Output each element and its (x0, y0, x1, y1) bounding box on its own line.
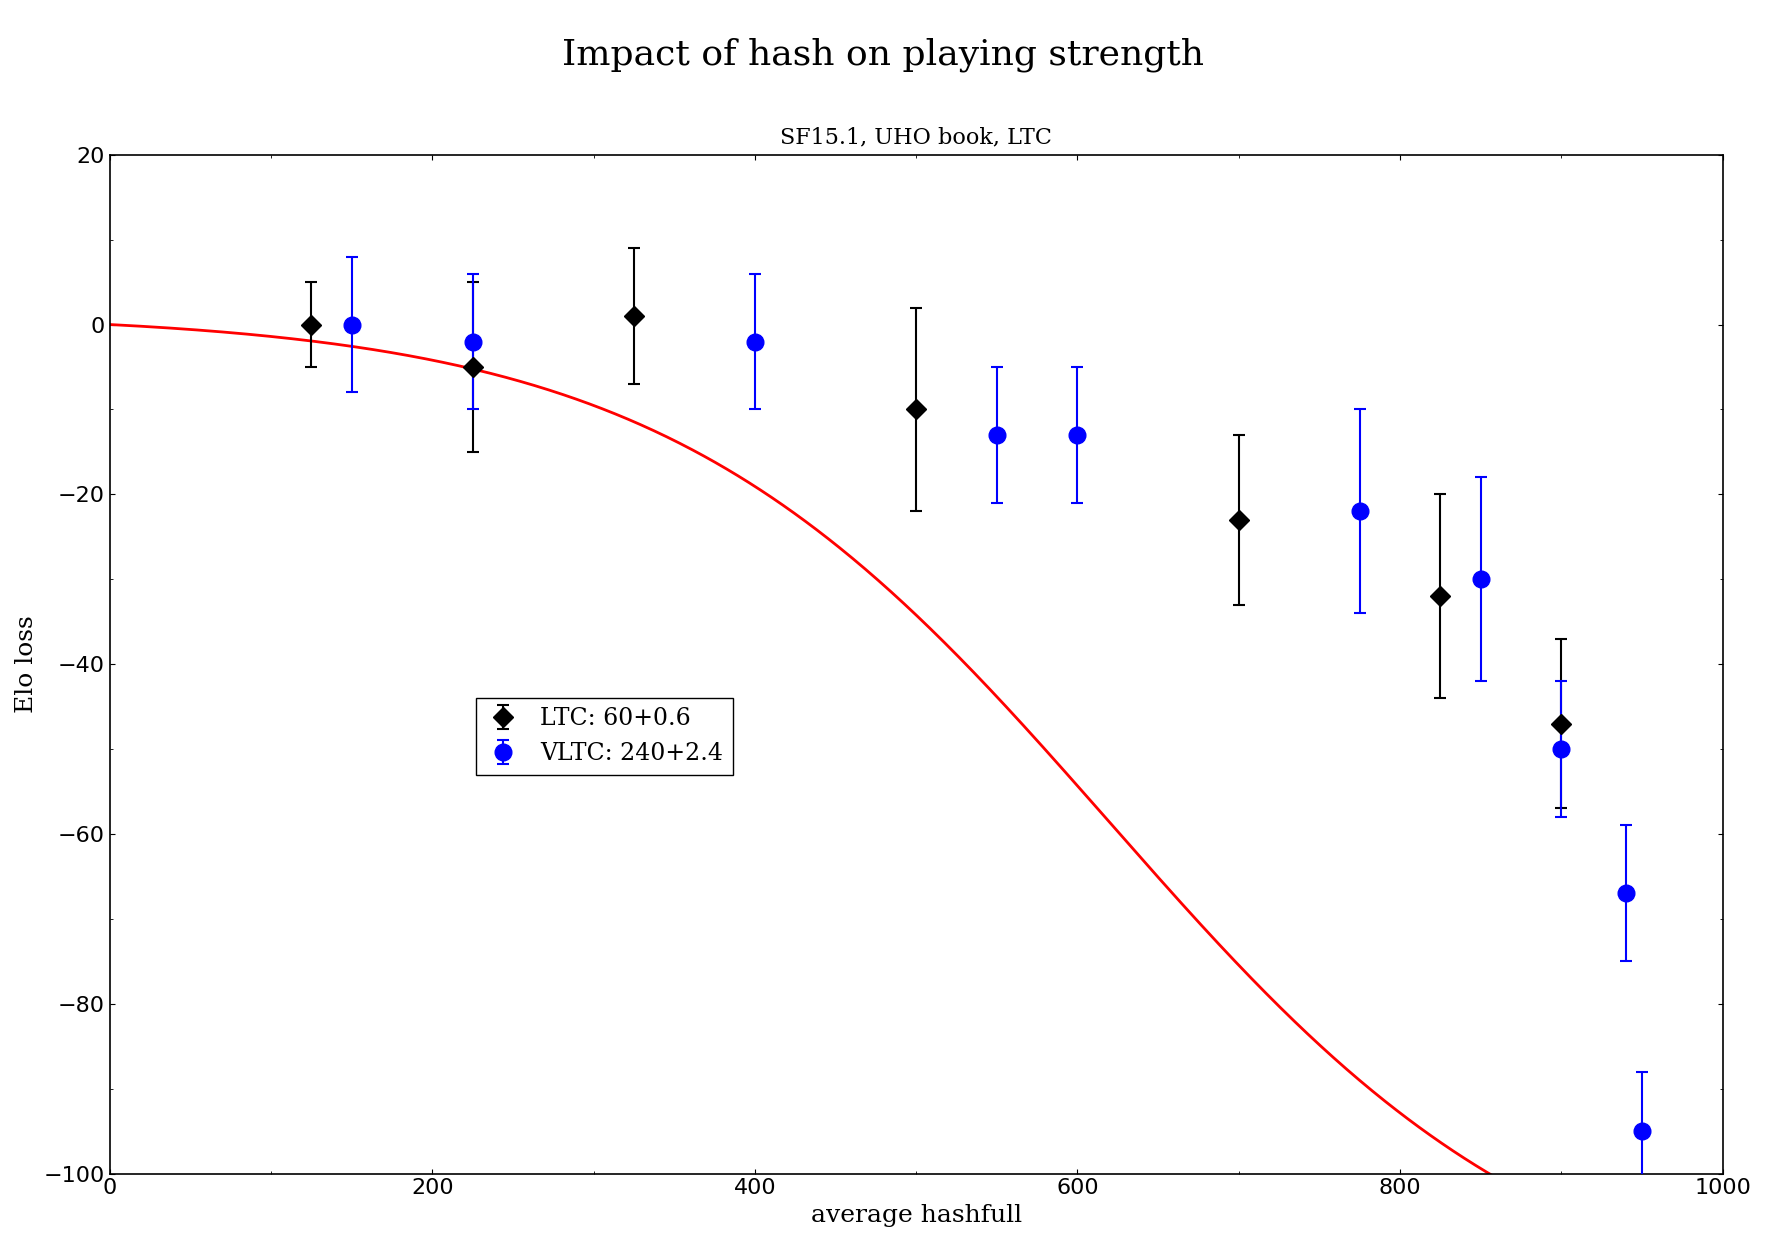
X-axis label: average hashfull: average hashfull (811, 1203, 1023, 1227)
Y-axis label: Elo loss: Elo loss (14, 615, 39, 713)
Text: Impact of hash on playing strength: Impact of hash on playing strength (562, 37, 1204, 72)
Title: SF15.1, UHO book, LTC: SF15.1, UHO book, LTC (781, 127, 1053, 149)
Legend: LTC: 60+0.6, VLTC: 240+2.4: LTC: 60+0.6, VLTC: 240+2.4 (477, 698, 733, 775)
